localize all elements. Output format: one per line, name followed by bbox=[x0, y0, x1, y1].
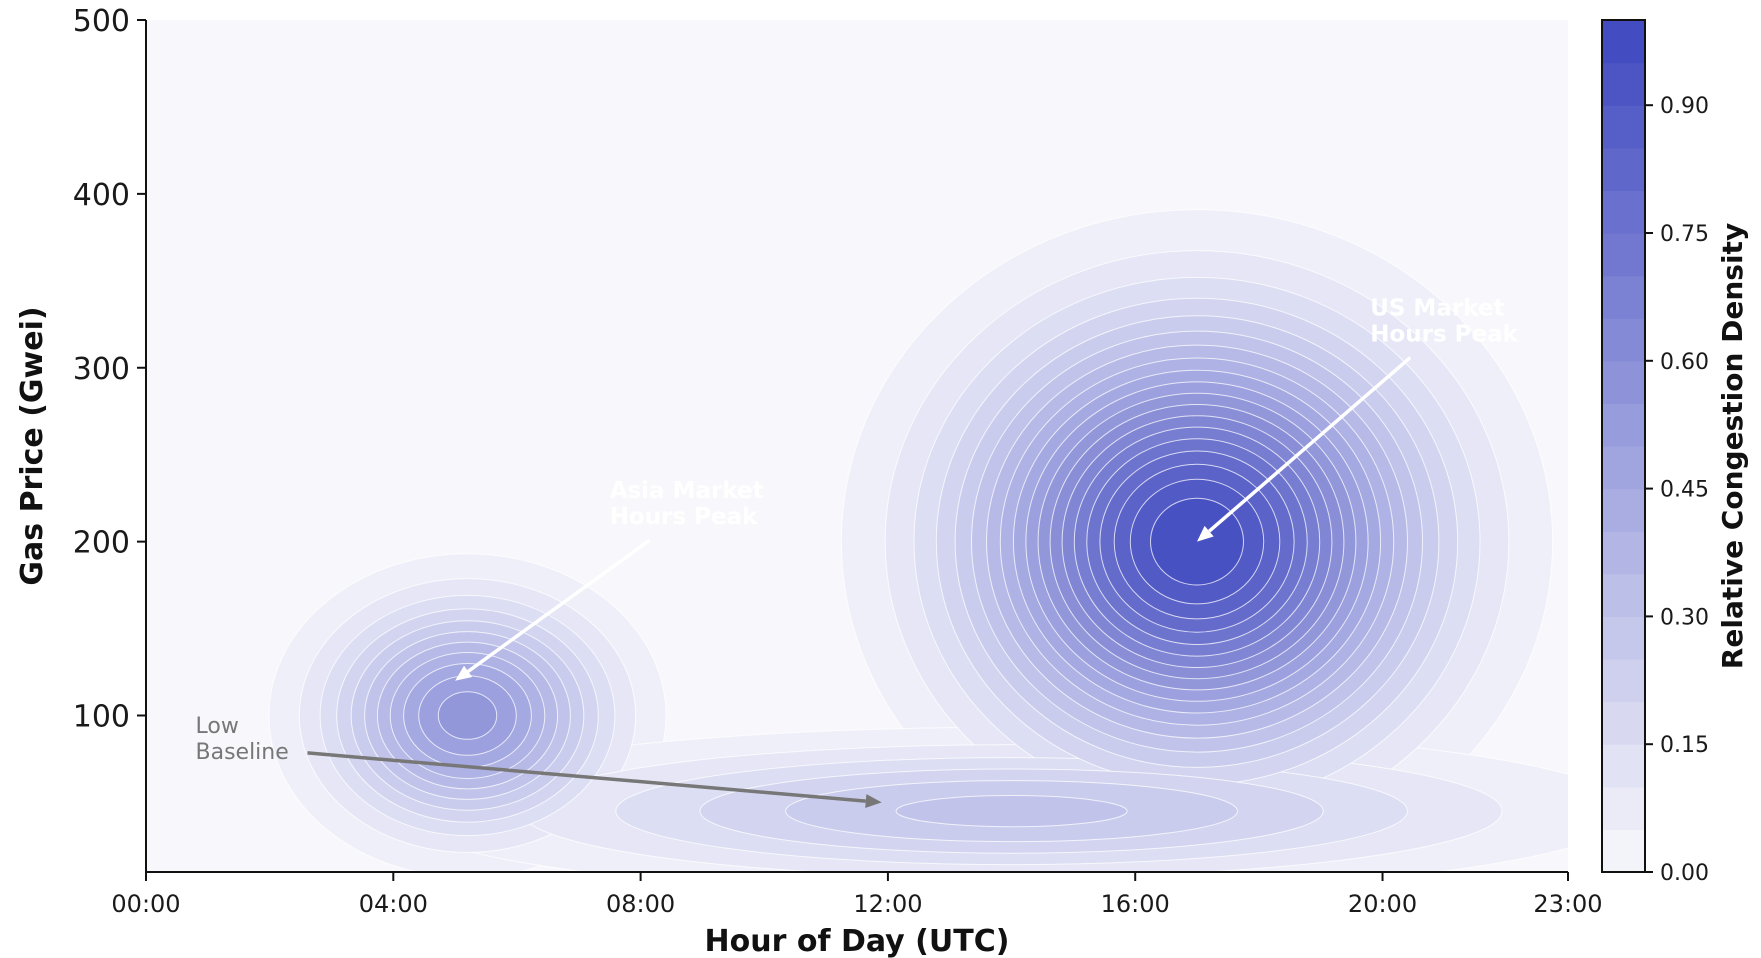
colorbar-tick-label: 0.00 bbox=[1660, 861, 1709, 886]
colorbar-band bbox=[1602, 62, 1645, 106]
x-tick-label: 16:00 bbox=[1101, 890, 1170, 918]
colorbar-tick-label: 0.90 bbox=[1660, 94, 1709, 119]
x-tick-label: 08:00 bbox=[606, 890, 675, 918]
colorbar-band bbox=[1602, 275, 1645, 319]
annotation-arrow-3 bbox=[307, 751, 866, 803]
colorbar-tick-label: 0.15 bbox=[1660, 733, 1709, 758]
colorbar-band bbox=[1602, 105, 1645, 149]
colorbar: 0.00 0.15 0.30 0.45 0.60 0.75 0.90 bbox=[1601, 19, 1709, 886]
colorbar-tick-label: 0.45 bbox=[1660, 478, 1709, 503]
colorbar-frame bbox=[1601, 19, 1646, 873]
colorbar-band bbox=[1602, 488, 1645, 532]
annotation-label-1: Asia Market Hours Peak bbox=[610, 478, 764, 530]
annotation-arrowhead-2 bbox=[1197, 525, 1214, 542]
y-tick-label: 100 bbox=[73, 700, 130, 735]
annotation-label-2: US Market Hours Peak bbox=[1370, 296, 1518, 348]
colorbar-band bbox=[1602, 701, 1645, 745]
colorbar-band bbox=[1602, 446, 1645, 490]
colorbar-band bbox=[1602, 744, 1645, 788]
annotation-line: Hours Peak bbox=[1370, 322, 1518, 348]
colorbar-band bbox=[1602, 360, 1645, 404]
y-tick-label: 300 bbox=[73, 352, 130, 387]
colorbar-band bbox=[1602, 616, 1645, 660]
colorbar-band bbox=[1602, 403, 1645, 447]
annotation-arrowhead-1 bbox=[455, 665, 473, 681]
colorbar-band bbox=[1602, 20, 1645, 64]
annotation-arrow-2 bbox=[1208, 356, 1412, 533]
colorbar-tick-label: 0.60 bbox=[1660, 350, 1709, 375]
colorbar-tick-label: 0.30 bbox=[1660, 605, 1709, 630]
x-tick-label: 04:00 bbox=[359, 890, 428, 918]
annotation-line: US Market bbox=[1370, 296, 1504, 322]
annotation-arrowhead-3 bbox=[865, 794, 882, 808]
colorbar-title: Relative Congestion Density bbox=[1716, 223, 1749, 669]
y-axis-title: Gas Price (Gwei) bbox=[15, 306, 50, 585]
colorbar-band bbox=[1602, 531, 1645, 575]
plot-area bbox=[146, 20, 1568, 872]
colorbar-band bbox=[1602, 233, 1645, 277]
contour-level-11-peak-2 bbox=[437, 691, 498, 740]
colorbar-band bbox=[1602, 829, 1645, 873]
colorbar-band bbox=[1602, 786, 1645, 830]
colorbar-band bbox=[1602, 573, 1645, 617]
x-tick-label: 00:00 bbox=[111, 890, 180, 918]
x-tick-label: 23:00 bbox=[1533, 890, 1602, 918]
colorbar-tick-label: 0.75 bbox=[1660, 222, 1709, 247]
density-contours bbox=[268, 209, 1568, 872]
x-axis-title: Hour of Day (UTC) bbox=[705, 924, 1010, 958]
annotation-label-3: Low Baseline bbox=[196, 714, 289, 765]
annotation-line: Low bbox=[196, 714, 239, 739]
annotation-line: Baseline bbox=[196, 740, 289, 765]
x-tick-label: 12:00 bbox=[853, 890, 922, 918]
colorbar-band bbox=[1602, 147, 1645, 191]
contour-level-6-peak-3 bbox=[895, 795, 1128, 828]
axes: 00:00 04:00 08:00 12:00 16:00 20:00 23:00 100 20… bbox=[73, 4, 1603, 918]
colorbar-band bbox=[1602, 659, 1645, 703]
colorbar-band bbox=[1602, 318, 1645, 362]
annotation-arrow-1 bbox=[467, 538, 651, 673]
y-tick-label: 400 bbox=[73, 178, 130, 213]
annotation-line: Hours Peak bbox=[610, 504, 758, 530]
x-tick-label: 20:00 bbox=[1348, 890, 1417, 918]
colorbar-band bbox=[1602, 190, 1645, 234]
y-tick-label: 500 bbox=[73, 4, 130, 39]
annotation-line: Asia Market bbox=[610, 478, 764, 504]
y-tick-label: 200 bbox=[73, 526, 130, 561]
